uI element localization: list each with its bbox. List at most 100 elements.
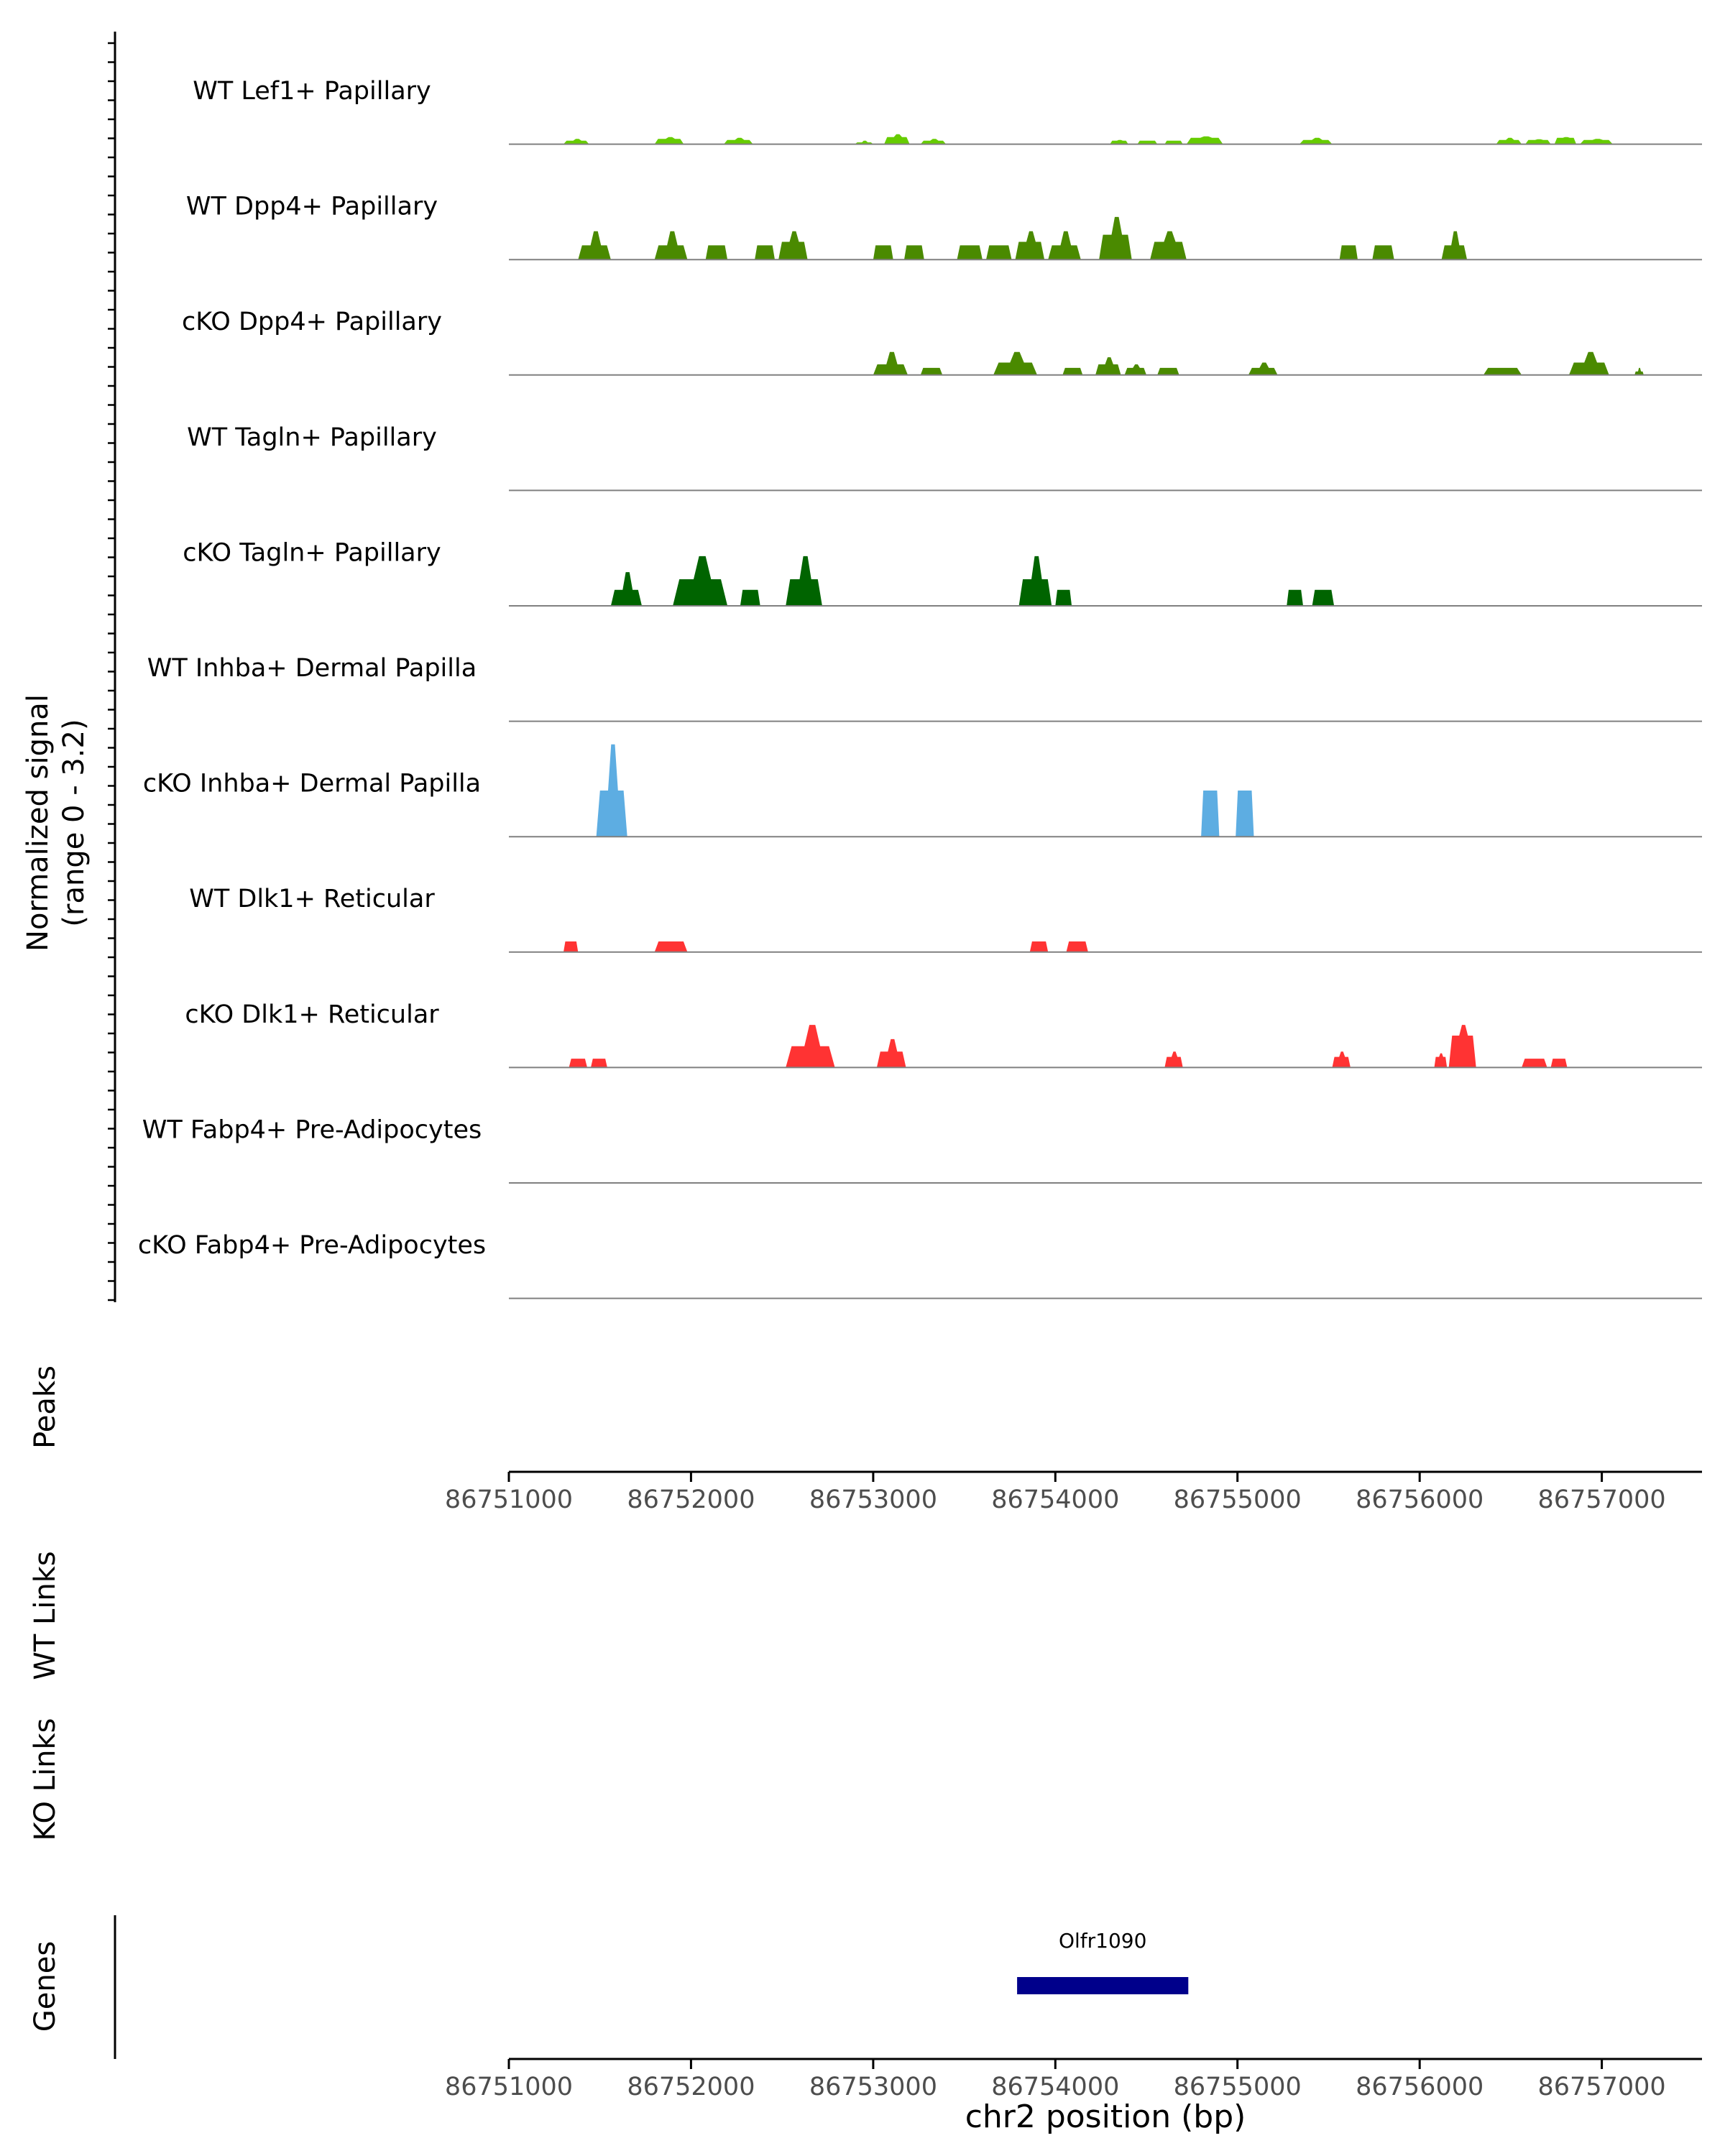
y-axis-title-range: (range 0 - 3.2) <box>58 719 91 926</box>
coverage-peak <box>957 245 983 260</box>
coverage-peak <box>1201 791 1220 837</box>
peaks-track-label: Peaks <box>29 1365 62 1449</box>
track: WT Lef1+ Papillary <box>193 77 1702 145</box>
coverage-peak <box>920 139 947 144</box>
coverage-peak <box>1441 231 1468 260</box>
x-axis-tick-label: 86755000 <box>1174 1485 1302 1514</box>
coverage-peak <box>873 351 908 375</box>
wt-links-track-label: WT Links <box>29 1551 62 1680</box>
track-label: WT Dpp4+ Papillary <box>186 193 438 221</box>
coverage-peak <box>1312 589 1335 606</box>
coverage-peak <box>1236 791 1254 837</box>
y-axis-title-main: Normalized signal <box>22 694 55 952</box>
coverage-peak <box>1483 367 1522 375</box>
coverage-peak <box>1150 231 1187 260</box>
coverage-peak <box>1248 362 1278 375</box>
coverage-peak <box>654 231 688 260</box>
track: cKO Fabp4+ Pre-Adipocytes <box>138 1231 1702 1299</box>
coverage-peak <box>1550 1059 1568 1068</box>
coverage-peak <box>1339 245 1358 260</box>
signal-y-axis <box>108 32 116 1302</box>
x-axis-tick-label: 86756000 <box>1356 2073 1484 2101</box>
coverage-peak <box>654 941 688 952</box>
coverage-peak <box>1157 367 1179 375</box>
coverage-peak <box>855 140 873 144</box>
track: WT Dlk1+ Reticular <box>189 885 1702 953</box>
coverage-peak <box>1099 216 1132 260</box>
coverage-peak <box>673 556 728 606</box>
coverage-peak <box>755 245 775 260</box>
coverage-peak <box>920 367 943 375</box>
track-label: cKO Dlk1+ Reticular <box>185 1000 439 1029</box>
gene-annotation-track: Olfr1090 <box>1017 1929 1189 1994</box>
track: WT Inhba+ Dermal Papilla <box>147 654 1702 722</box>
coverage-peak <box>1164 140 1183 144</box>
coverage-peak <box>578 231 611 260</box>
y-axis-title: Normalized signal (range 0 - 3.2) <box>22 694 91 952</box>
coverage-peak <box>1580 139 1613 144</box>
coverage-peak <box>1055 589 1072 606</box>
coverage-peak <box>1124 364 1146 375</box>
coverage-peak <box>569 1059 587 1068</box>
coverage-peak <box>1634 367 1644 375</box>
coverage-peak <box>1110 139 1128 144</box>
track-label: cKO Dpp4+ Papillary <box>182 308 442 336</box>
ko-links-track-label: KO Links <box>29 1718 62 1841</box>
coverage-peak <box>1062 367 1083 375</box>
coverage-peak <box>1372 245 1394 260</box>
coverage-peak <box>1332 1051 1351 1068</box>
track: cKO Dlk1+ Reticular <box>185 1000 1702 1069</box>
track-label: cKO Inhba+ Dermal Papilla <box>143 770 481 798</box>
coverage-peak <box>1522 1059 1547 1068</box>
gene-label: Olfr1090 <box>1059 1929 1146 1953</box>
coverage-peak <box>1299 137 1333 144</box>
coverage-peak <box>1496 137 1522 144</box>
coverage-peak <box>986 245 1012 260</box>
coverage-peak <box>1525 139 1551 144</box>
x-axis-tick-label: 86753000 <box>809 2073 937 2101</box>
coverage-peak <box>786 556 822 606</box>
track-label: cKO Fabp4+ Pre-Adipocytes <box>138 1231 486 1260</box>
track: WT Tagln+ Papillary <box>187 423 1702 492</box>
coverage-peak <box>1569 351 1609 375</box>
track-label: WT Fabp4+ Pre-Adipocytes <box>142 1115 482 1144</box>
track: WT Dpp4+ Papillary <box>186 193 1702 261</box>
coverage-peak <box>1018 556 1052 606</box>
coverage-peak <box>884 134 910 144</box>
coverage-peak <box>1164 1051 1183 1068</box>
coverage-peak <box>654 137 684 144</box>
coverage-peak <box>1029 941 1049 952</box>
x-axis-tick-label: 86755000 <box>1174 2073 1302 2101</box>
track: cKO Inhba+ Dermal Papilla <box>143 744 1702 838</box>
track: cKO Dpp4+ Papillary <box>182 308 1702 376</box>
coverage-peak <box>1186 136 1223 144</box>
x-axis-peaks: 86751000 86752000 86753000 86754000 86755000… <box>445 1470 1702 1514</box>
coverage-peak <box>1066 941 1088 952</box>
track-label: WT Lef1+ Papillary <box>193 77 431 106</box>
coverage-peak <box>786 1025 835 1068</box>
coverage-peak <box>610 572 642 606</box>
coverage-peak <box>876 1038 906 1068</box>
gene-body <box>1017 1977 1189 1994</box>
x-axis-tick-label: 86756000 <box>1356 1485 1484 1514</box>
coverage-peak <box>740 589 760 606</box>
coverage-tracks: WT Lef1+ Papillary WT Dpp4+ Papillary cKO … <box>138 77 1702 1299</box>
coverage-peak <box>1448 1025 1476 1068</box>
track: cKO Tagln+ Papillary <box>183 538 1702 607</box>
coverage-peak <box>1048 231 1081 260</box>
coverage-peak <box>564 941 579 952</box>
coverage-peak <box>904 245 924 260</box>
coverage-peak <box>724 137 753 144</box>
x-axis-tick-label: 86752000 <box>627 2073 755 2101</box>
track-label: cKO Tagln+ Papillary <box>183 538 441 567</box>
coverage-peak <box>1095 357 1121 375</box>
coverage-peak <box>1434 1053 1448 1068</box>
x-axis-tick-label: 86754000 <box>991 1485 1119 1514</box>
x-axis-tick-label: 86757000 <box>1538 1485 1666 1514</box>
x-axis-tick-label: 86751000 <box>445 1485 573 1514</box>
track-label: WT Dlk1+ Reticular <box>189 885 435 913</box>
coverage-peak <box>993 351 1037 375</box>
coverage-peak <box>591 1059 607 1068</box>
x-axis-tick-label: 86757000 <box>1538 2073 1666 2101</box>
x-axis-genes: 86751000 86752000 86753000 86754000 86755000… <box>445 2058 1702 2101</box>
